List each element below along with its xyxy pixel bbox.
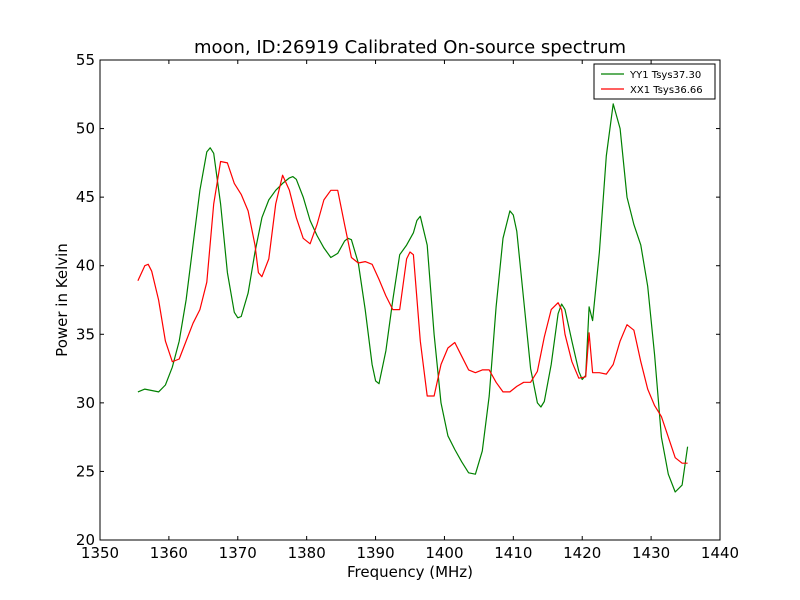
x-tick-label: 1440 — [701, 544, 739, 562]
legend-label-xx1: XX1 Tsys36.66 — [630, 85, 703, 96]
x-tick-label: 1390 — [356, 544, 394, 562]
y-tick-label: 45 — [76, 188, 95, 206]
x-axis-label: Frequency (MHz) — [347, 563, 473, 581]
x-tick-label: 1380 — [288, 544, 326, 562]
y-axis: 20 25 30 35 40 45 50 55 — [76, 51, 720, 549]
plot-frame — [99, 59, 721, 541]
y-tick-label: 50 — [76, 120, 95, 138]
x-tick-label: 1430 — [632, 544, 670, 562]
legend-label-yy1: YY1 Tsys37.30 — [629, 70, 701, 81]
y-tick-label: 30 — [76, 394, 95, 412]
y-tick-label: 20 — [76, 531, 95, 549]
legend-box — [593, 63, 716, 100]
y-tick-label: 40 — [76, 257, 95, 275]
series-layer — [137, 103, 689, 493]
plot-area — [100, 60, 720, 540]
x-tick-label: 1400 — [425, 544, 463, 562]
x-axis: 1350 1360 1370 1380 1390 1400 1410 1420 1430 1440 — [81, 60, 739, 562]
x-tick-label: 1420 — [563, 544, 601, 562]
x-tick-label: 1410 — [494, 544, 532, 562]
chart-title: moon, ID:26919 Calibrated On-source spec… — [194, 37, 626, 58]
legend: YY1 Tsys37.30 XX1 Tsys36.66 — [593, 63, 716, 100]
x-tick-label: 1370 — [219, 544, 257, 562]
x-tick-label: 1360 — [150, 544, 188, 562]
series-line-yy1 — [137, 103, 689, 493]
series-line-xx1 — [137, 160, 688, 464]
x-tick-label: 1350 — [81, 544, 119, 562]
y-axis-label: Power in Kelvin — [53, 243, 71, 357]
y-tick-label: 55 — [76, 51, 95, 69]
y-tick-label: 35 — [76, 325, 95, 343]
y-tick-label: 25 — [76, 462, 95, 480]
